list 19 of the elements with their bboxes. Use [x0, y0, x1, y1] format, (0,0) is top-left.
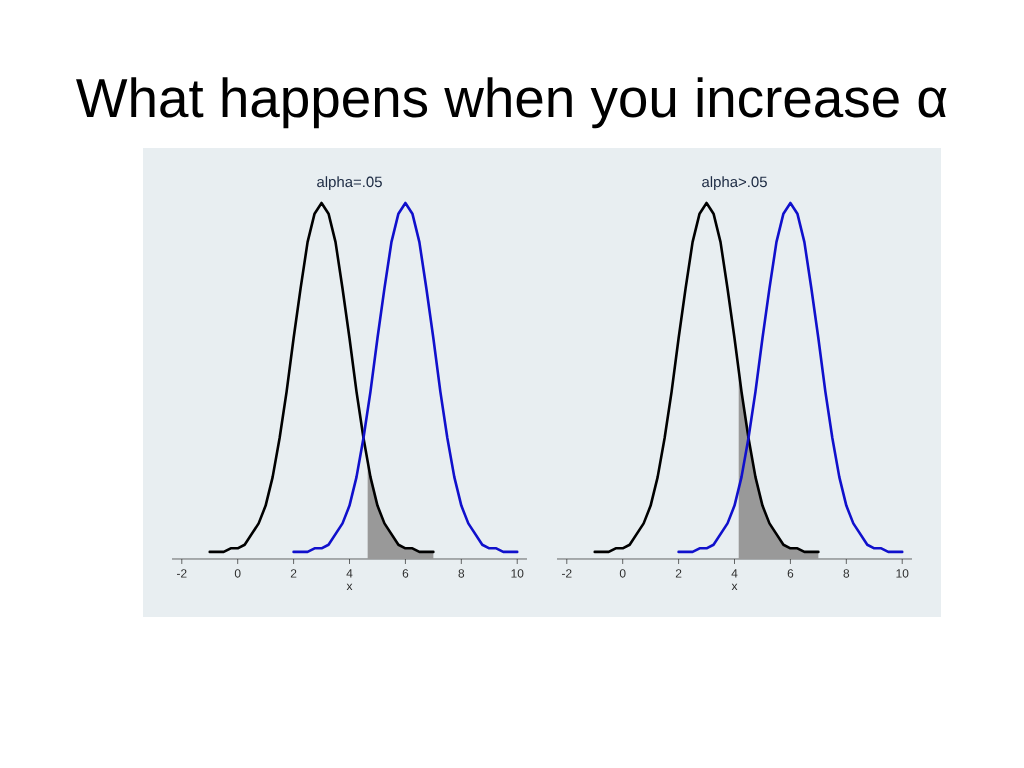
x-axis-title: x: [731, 583, 738, 590]
x-tick-label: 2: [675, 569, 682, 578]
chart-title: alpha>.05: [702, 176, 767, 191]
x-tick-label: 0: [619, 569, 626, 578]
text: What happens when you increase α: [76, 77, 947, 129]
x-tick-label: 2: [290, 569, 297, 578]
x-tick-label: -2: [177, 569, 187, 578]
x-tick-label: 10: [511, 569, 524, 578]
x-tick-label: 8: [458, 569, 465, 578]
x-axis-title: x: [346, 583, 353, 590]
x-tick-label: -2: [562, 569, 572, 578]
x-tick-label: 4: [731, 569, 738, 578]
x-tick-label: 6: [402, 569, 409, 578]
x-tick-label: 10: [896, 569, 909, 578]
chart-title: alpha=.05: [317, 176, 382, 191]
x-tick-label: 6: [787, 569, 794, 578]
x-tick-label: 8: [843, 569, 850, 578]
x-tick-label: 0: [234, 569, 241, 578]
x-tick-label: 4: [346, 569, 353, 578]
